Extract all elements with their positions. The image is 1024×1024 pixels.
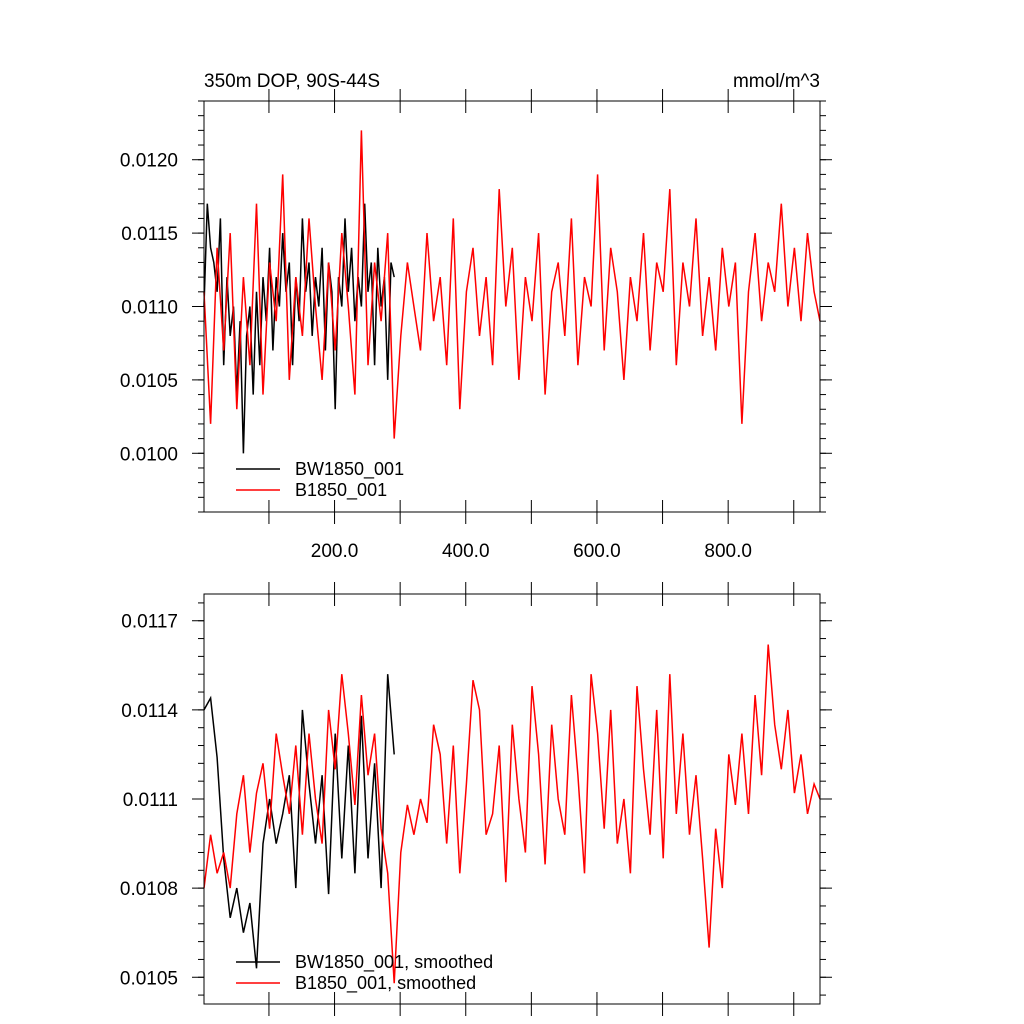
top-panel: 350m DOP, 90S-44S mmol/m^3 200.0 400.0 600… [120,71,832,562]
bottom-legend-label-b: B1850_001, smoothed [295,973,476,994]
bottom-ytick-label: 0.0111 [123,790,178,811]
bottom-series-line-0 [203,674,395,969]
top-legend-label-b: B1850_001 [295,480,387,501]
top-xtick-label: 200.0 [311,541,359,562]
bottom-legend: BW1850_001, smoothed B1850_001, smoothed [236,952,493,994]
top-xtick-label: 600.0 [573,541,621,562]
top-series-line-0 [203,203,395,454]
bottom-plot-frame [203,593,821,1005]
top-xtick-label: 400.0 [442,541,490,562]
top-xtick-label: 800.0 [704,541,752,562]
top-series-group [203,130,821,454]
top-ytick-label: 0.0120 [120,151,178,172]
bottom-series-line-1 [203,644,821,984]
top-ytick-label: 0.0115 [121,224,178,245]
top-panel-units: mmol/m^3 [733,71,820,92]
top-legend: BW1850_001 B1850_001 [236,459,404,501]
top-series-line-1 [203,130,821,439]
top-ytick-label: 0.0100 [120,444,178,465]
top-axis-ticks: 200.0 400.0 600.0 800.0 0.0100 0.0105 0.0110 0.… [120,89,832,562]
top-ytick-label: 0.0105 [120,371,178,392]
bottom-ytick-label: 0.0117 [121,612,178,633]
top-panel-title: 350m DOP, 90S-44S [204,71,380,92]
bottom-panel: 0.0105 0.0108 0.0111 0.0114 0.0117 BW1850_00… [120,582,832,1016]
bottom-ytick-label: 0.0114 [121,701,178,722]
bottom-series-group [203,644,821,984]
top-ytick-label: 0.0110 [121,298,178,319]
bottom-ytick-label: 0.0105 [120,968,178,989]
bottom-axis-ticks: 0.0105 0.0108 0.0111 0.0114 0.0117 [120,582,832,1016]
bottom-ytick-label: 0.0108 [120,879,178,900]
top-legend-label-bw: BW1850_001 [295,459,404,480]
top-plot-frame [203,100,821,513]
bottom-legend-label-bw: BW1850_001, smoothed [295,952,493,973]
